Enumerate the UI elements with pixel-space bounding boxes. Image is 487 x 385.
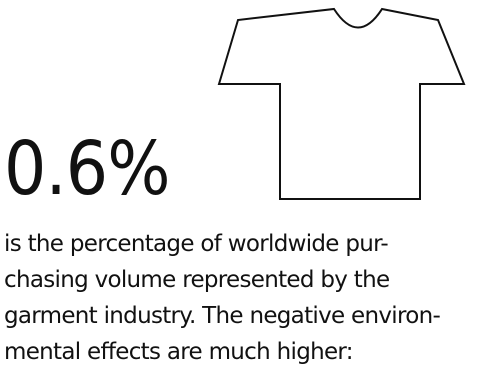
description-line: mental effects are much higher: [4, 339, 354, 365]
statistic-value: 0.6% [4, 126, 170, 212]
description-line: garment industry. The negative environ- [4, 303, 441, 329]
t-shirt-icon [217, 7, 466, 200]
description-line: chasing volume represented by the [4, 267, 390, 293]
description-text: is the percentage of worldwide pur- chas… [4, 226, 484, 370]
description-line: is the percentage of worldwide pur- [4, 231, 389, 257]
